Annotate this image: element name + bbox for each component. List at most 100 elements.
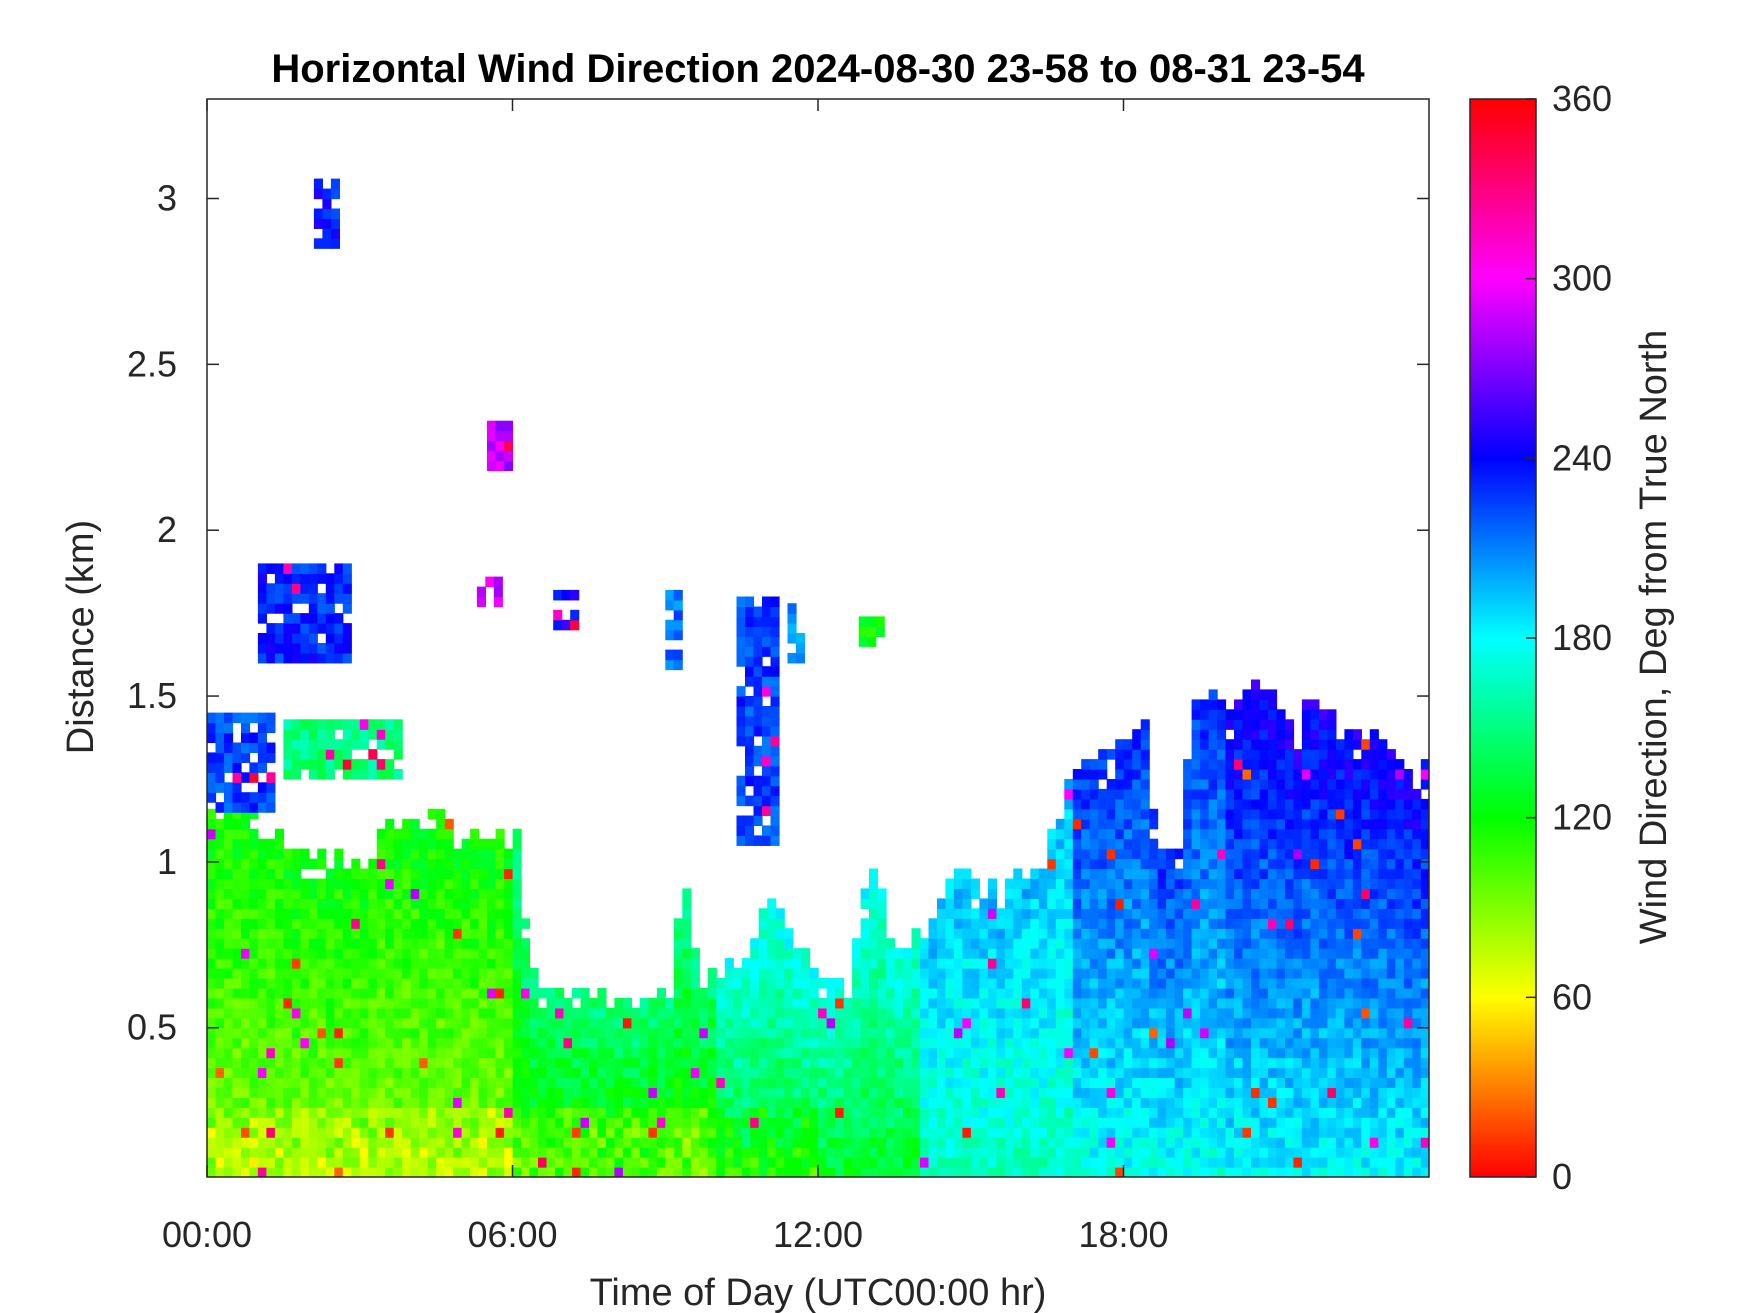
heatmap-cell [1132,978,1142,989]
heatmap-cell [207,808,217,820]
heatmap-cell [376,1097,386,1108]
heatmap-cell [291,1137,301,1148]
heatmap-cell [342,1137,352,1148]
heatmap-cell [1369,997,1379,1009]
heatmap-cell [1268,997,1278,1009]
heatmap-cell [1276,798,1286,810]
heatmap-cell [1174,1097,1184,1108]
heatmap-cell [775,1037,785,1049]
heatmap-cell [1344,987,1354,999]
heatmap-cell [724,997,734,1009]
heatmap-cell [665,599,675,611]
heatmap-cell [877,1027,887,1039]
heatmap-cell [750,968,760,979]
heatmap-cell [1132,1127,1142,1138]
heatmap-cell [1386,779,1396,790]
heatmap-cell [521,1037,531,1049]
heatmap-cell [1293,1127,1303,1138]
heatmap-cell [945,1107,955,1118]
heatmap-cell [1149,908,1159,919]
heatmap-cell [1038,1017,1048,1029]
heatmap-cell [1021,878,1031,890]
heatmap-cell [546,1127,556,1138]
heatmap-cell [1234,1047,1244,1059]
heatmap-cell [979,1107,989,1118]
heatmap-cell [478,1067,488,1079]
heatmap-cell [393,868,403,880]
heatmap-cell [478,1167,488,1177]
heatmap-cell [487,888,497,899]
heatmap-cell [1378,1067,1388,1079]
heatmap-cell [291,1007,301,1019]
heatmap-cell [538,1087,548,1098]
heatmap-cell [1089,1157,1099,1168]
heatmap-cell [597,997,607,1009]
heatmap-cell [393,739,403,750]
heatmap-cell [631,1127,641,1138]
heatmap-cell [750,1057,760,1069]
heatmap-cell [1021,948,1031,959]
heatmap-cell [733,978,743,989]
heatmap-cell [1386,958,1396,969]
heatmap-cell [953,1097,963,1108]
heatmap-cell [690,1097,700,1108]
heatmap-cell [402,1067,412,1079]
heatmap-cell [1174,997,1184,1009]
heatmap-cell [826,997,836,1009]
heatmap-cell [1208,1127,1218,1138]
heatmap-cell [521,1007,531,1019]
heatmap-cell [1072,878,1082,890]
heatmap-cell [1191,838,1201,850]
heatmap-cell [241,1017,251,1029]
heatmap-cell [342,1127,352,1138]
heatmap-cell [1225,868,1235,880]
heatmap-cell [274,878,284,890]
heatmap-cell [937,968,947,979]
heatmap-cell [300,573,310,584]
heatmap-cell [1361,1107,1371,1118]
heatmap-cell [1183,1067,1193,1079]
heatmap-cell [605,1127,615,1138]
heatmap-cell [1140,848,1150,860]
heatmap-cell [257,782,267,793]
heatmap-cell [767,1077,777,1089]
heatmap-cell [784,1007,794,1019]
heatmap-cell [809,1047,819,1059]
heatmap-cell [410,1107,420,1118]
heatmap-cell [351,1057,361,1069]
heatmap-cell [470,1037,480,1049]
heatmap-cell [1259,1087,1269,1098]
heatmap-cell [656,1067,666,1079]
heatmap-cell [1344,938,1354,949]
heatmap-cell [809,997,819,1009]
heatmap-cell [1276,1157,1286,1168]
heatmap-cell [402,987,412,999]
heatmap-cell [1335,1167,1345,1177]
heatmap-cell [852,1037,862,1049]
heatmap-cell [1174,1107,1184,1118]
heatmap-cell [1157,1007,1167,1019]
heatmap-cell [937,1127,947,1138]
heatmap-cell [1378,898,1388,909]
heatmap-cell [767,908,777,919]
heatmap-cell [1149,968,1159,979]
heatmap-cell [241,722,251,734]
heatmap-cell [1166,1137,1176,1148]
heatmap-cell [1301,1157,1311,1168]
heatmap-cell [1106,828,1116,840]
heatmap-cell [589,1027,599,1039]
heatmap-cell [1217,878,1227,890]
heatmap-cell [1310,868,1320,880]
heatmap-cell [1318,878,1328,890]
heatmap-cell [342,918,352,929]
heatmap-cell [852,978,862,989]
heatmap-cell [487,1067,497,1079]
heatmap-cell [1318,858,1328,870]
heatmap-cell [1344,948,1354,959]
heatmap-cell [487,1137,497,1148]
heatmap-cell [207,1047,217,1059]
heatmap-cell [1412,1067,1422,1079]
heatmap-cell [1352,898,1362,909]
heatmap-cell [1140,729,1150,740]
heatmap-cell [733,1077,743,1089]
